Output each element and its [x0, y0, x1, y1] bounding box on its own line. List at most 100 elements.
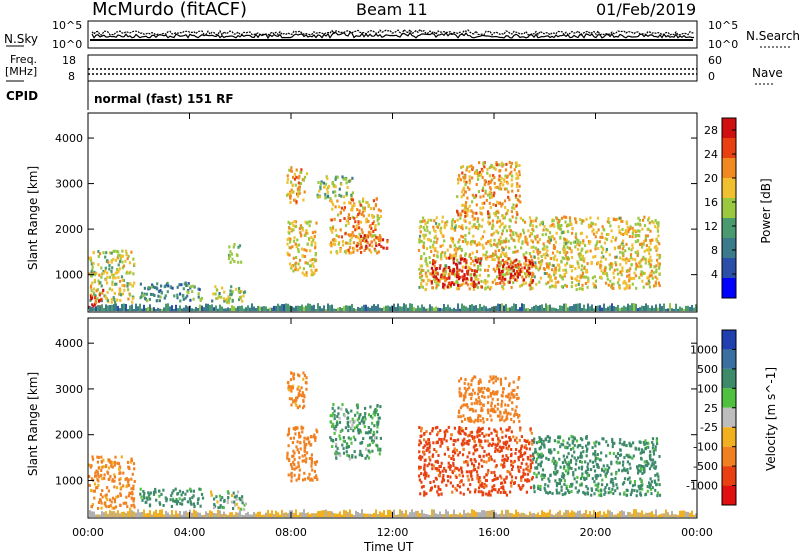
scatter-cell [364, 456, 367, 460]
scatter-cell [91, 455, 94, 459]
scatter-cell [465, 168, 468, 172]
ground-scatter-cell [147, 307, 149, 312]
scatter-cell [515, 448, 518, 451]
scatter-cell [596, 463, 599, 467]
scatter-cell [372, 199, 375, 203]
scatter-cell [574, 277, 577, 281]
scatter-cell [563, 492, 567, 496]
scatter-cell [635, 494, 638, 498]
scatter-cell [564, 283, 567, 287]
scatter-cell [558, 268, 561, 272]
ground-scatter-cell [461, 303, 463, 312]
scatter-cell [504, 434, 507, 438]
scatter-cell [489, 408, 492, 412]
scatter-cell [544, 488, 547, 492]
scatter-cell [503, 461, 506, 465]
scatter-cell [329, 243, 332, 247]
ground-scatter-cell [249, 514, 251, 518]
ground-scatter-cell [433, 307, 435, 312]
ground-scatter-cell [265, 512, 267, 518]
scatter-cell [424, 257, 427, 260]
scatter-cell [290, 188, 293, 192]
scatter-cell [645, 244, 648, 248]
scatter-cell [462, 448, 465, 451]
ground-scatter-cell [345, 305, 347, 311]
scatter-cell [515, 233, 518, 237]
scatter-cell [184, 492, 187, 496]
scatter-cell [499, 242, 502, 246]
scatter-cell [509, 165, 513, 169]
ground-scatter-cell [377, 304, 379, 312]
ground-scatter-cell [259, 306, 261, 312]
scatter-cell [626, 268, 629, 272]
scatter-cell [554, 240, 557, 244]
scatter-cell [628, 269, 631, 273]
scatter-cell [215, 288, 218, 292]
scatter-cell [358, 200, 361, 204]
scatter-cell [515, 393, 518, 396]
ground-scatter-cell [157, 307, 159, 311]
scatter-cell [531, 442, 534, 446]
scatter-cell [109, 460, 112, 464]
scatter-cell [633, 276, 636, 280]
y-tick-label: 3000 [55, 178, 83, 191]
scatter-cell [548, 490, 552, 494]
scatter-cell [465, 389, 468, 393]
scatter-cell [452, 439, 455, 442]
scatter-cell [480, 458, 483, 462]
scatter-cell [640, 484, 643, 487]
scatter-cell [537, 256, 540, 260]
scatter-cell [441, 233, 444, 237]
scatter-cell [521, 241, 524, 245]
scatter-cell [587, 473, 591, 477]
scatter-cell [578, 287, 581, 291]
scatter-cell [593, 469, 597, 473]
scatter-cell [517, 272, 520, 276]
scatter-cell [468, 253, 471, 257]
scatter-cell [567, 223, 570, 227]
scatter-cell [493, 478, 496, 482]
freq-label: Freq. [10, 53, 38, 66]
scatter-cell [368, 430, 371, 434]
scatter-cell [440, 226, 443, 230]
scatter-cell [499, 281, 502, 285]
scatter-cell [377, 216, 381, 220]
scatter-cell [465, 470, 468, 474]
scatter-cell [346, 420, 350, 424]
scatter-cell [458, 245, 462, 249]
scatter-cell [433, 261, 436, 265]
scatter-cell [152, 293, 155, 296]
scatter-cell [615, 472, 618, 476]
scatter-cell [489, 206, 492, 209]
scatter-cell [585, 485, 588, 488]
scatter-cell [572, 240, 575, 244]
scatter-cell [436, 237, 439, 241]
scatter-cell [294, 220, 297, 224]
scatter-cell [488, 212, 491, 216]
scatter-cell [99, 499, 102, 503]
ground-scatter-cell [187, 306, 189, 312]
scatter-cell [378, 452, 381, 456]
scatter-cell [466, 166, 469, 169]
scatter-cell [329, 197, 332, 201]
ground-scatter-cell [507, 307, 509, 312]
scatter-cell [292, 224, 295, 228]
scatter-cell [347, 411, 350, 415]
ground-scatter-cell [191, 512, 193, 517]
scatter-cell [473, 375, 476, 379]
scatter-cell [176, 293, 179, 297]
scatter-cell [374, 203, 378, 207]
scatter-cell [501, 161, 504, 165]
scatter-cell [644, 492, 648, 496]
scatter-cell [341, 443, 344, 447]
scatter-cell [501, 454, 504, 458]
ground-scatter-cell [123, 511, 125, 518]
scatter-cell [511, 183, 514, 187]
scatter-cell [481, 417, 485, 421]
scatter-cell [466, 196, 469, 200]
scatter-cell [303, 395, 306, 399]
scatter-cell [517, 458, 520, 462]
scatter-cell [289, 194, 292, 198]
scatter-cell [479, 195, 482, 199]
scatter-cell [458, 451, 461, 455]
